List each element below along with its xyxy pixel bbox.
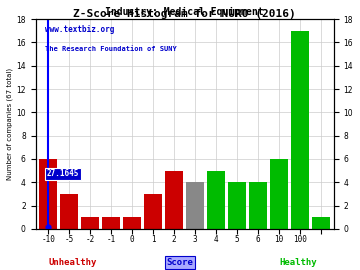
- Bar: [291, 31, 309, 229]
- Text: 27.1645: 27.1645: [47, 170, 80, 178]
- Text: Unhealthy: Unhealthy: [49, 258, 97, 267]
- Bar: [81, 217, 99, 229]
- Bar: [207, 171, 225, 229]
- Y-axis label: Number of companies (67 total): Number of companies (67 total): [7, 68, 13, 180]
- Bar: [144, 194, 162, 229]
- Text: Industry: Medical Equipment: Industry: Medical Equipment: [105, 7, 264, 17]
- Bar: [312, 217, 330, 229]
- Bar: [228, 182, 246, 229]
- Bar: [123, 217, 141, 229]
- Bar: [270, 159, 288, 229]
- Bar: [102, 217, 120, 229]
- Title: Z-Score Histogram for NURO (2016): Z-Score Histogram for NURO (2016): [73, 9, 296, 19]
- Bar: [186, 182, 204, 229]
- Bar: [249, 182, 267, 229]
- Text: Healthy: Healthy: [279, 258, 317, 267]
- Text: www.textbiz.org: www.textbiz.org: [45, 25, 114, 34]
- Text: Score: Score: [167, 258, 193, 267]
- Text: The Research Foundation of SUNY: The Research Foundation of SUNY: [45, 46, 176, 52]
- Bar: [60, 194, 78, 229]
- Bar: [39, 159, 57, 229]
- Bar: [165, 171, 183, 229]
